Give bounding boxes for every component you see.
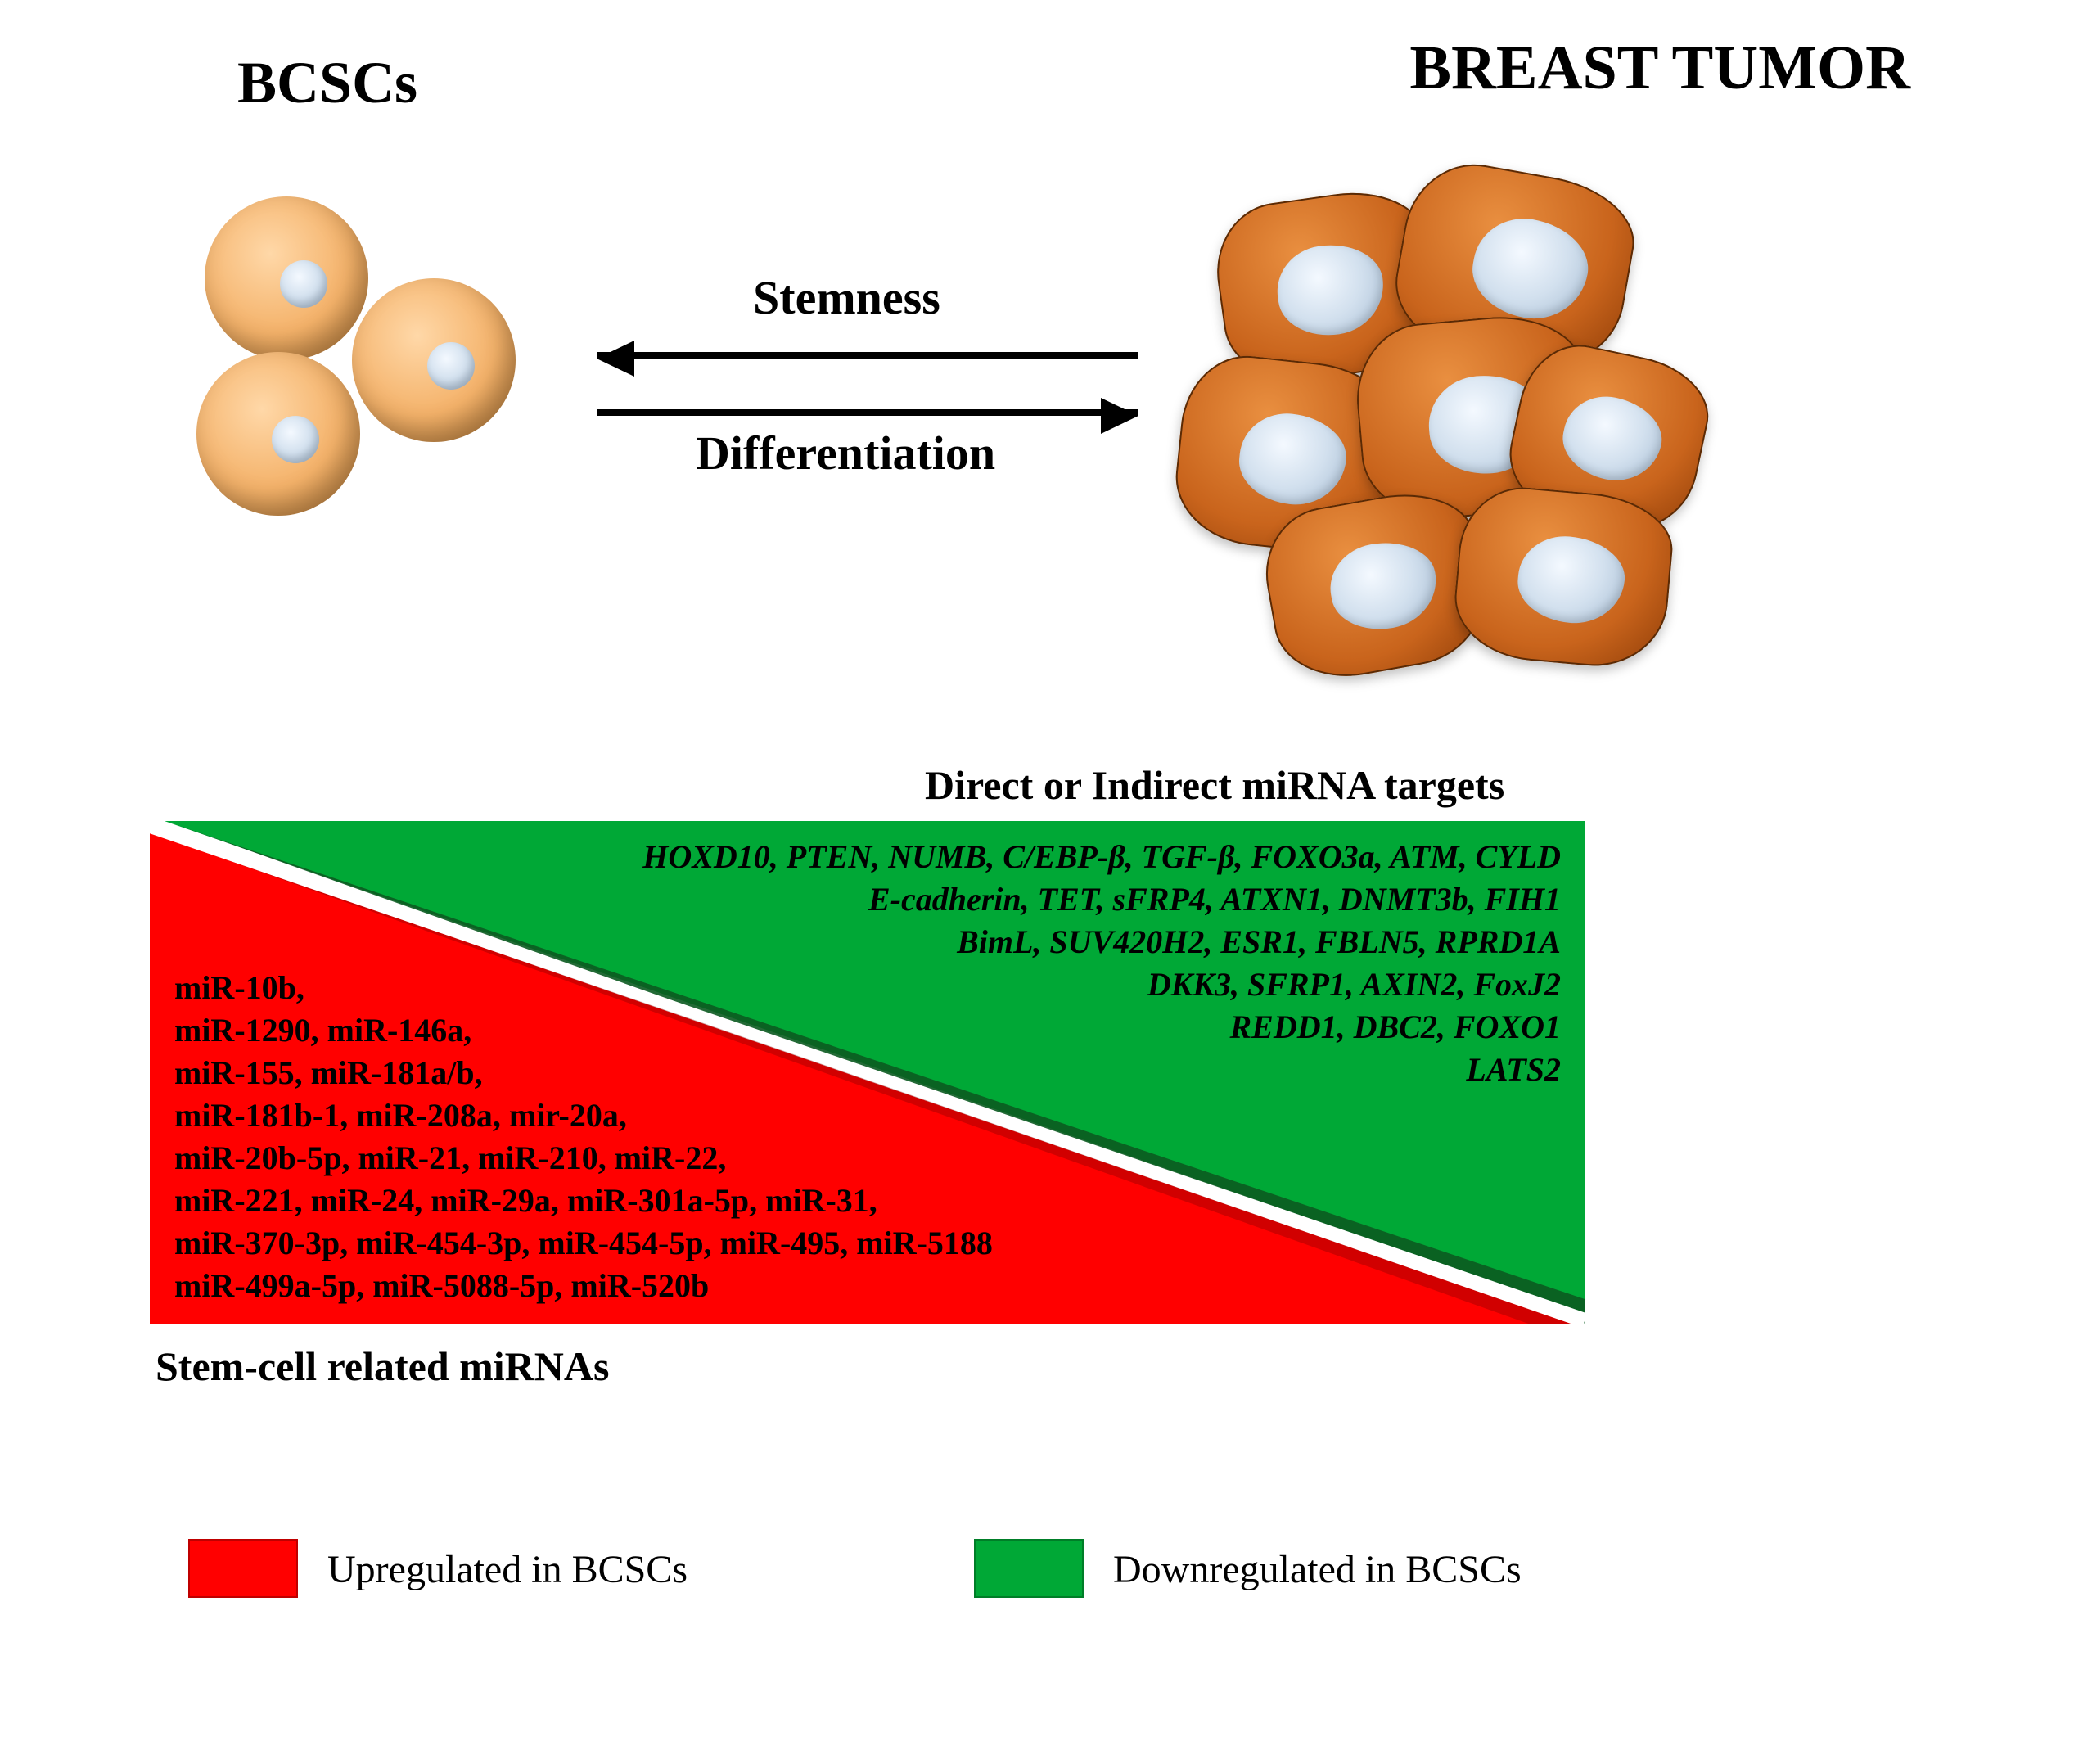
stem-cell: [352, 278, 516, 442]
stem-cell: [196, 352, 360, 516]
cell-nucleus: [427, 342, 475, 390]
legend-label-up: Upregulated in BCSCs: [327, 1547, 688, 1592]
stem-cell: [205, 196, 368, 360]
mirna-line: miR-221, miR-24, miR-29a, miR-301a-5p, m…: [174, 1180, 993, 1222]
process-differentiation-label: Differentiation: [696, 426, 995, 480]
mirna-line: miR-155, miR-181a/b,: [174, 1052, 993, 1094]
mirna-line: miR-181b-1, miR-208a, mir-20a,: [174, 1094, 993, 1137]
cell-nucleus: [1235, 409, 1350, 510]
legend-swatch-up: [188, 1539, 298, 1598]
cell-nucleus: [272, 416, 319, 463]
mirna-line: miR-10b,: [174, 967, 993, 1009]
target-line: BimL, SUV420H2, ESR1, FBLN5, RPRD1A: [642, 921, 1561, 963]
diagram-canvas: BCSCs BREAST TUMOR: [0, 0, 2074, 1764]
mirna-line: miR-370-3p, miR-454-3p, miR-454-5p, miR-…: [174, 1222, 993, 1265]
mirna-line: miR-1290, miR-146a,: [174, 1009, 993, 1052]
tumor-cell: [1450, 482, 1676, 672]
cell-nucleus: [1514, 532, 1628, 627]
legend-label-down: Downregulated in BCSCs: [1113, 1547, 1522, 1592]
label-direct-indirect-targets: Direct or Indirect miRNA targets: [925, 761, 1504, 809]
label-stem-cell-mirnas: Stem-cell related miRNAs: [156, 1342, 609, 1390]
red-mirnas-text: miR-10b, miR-1290, miR-146a, miR-155, mi…: [174, 967, 993, 1307]
mirna-line: miR-499a-5p, miR-5088-5p, miR-520b: [174, 1265, 993, 1307]
mirna-line: miR-20b-5p, miR-21, miR-210, miR-22,: [174, 1137, 993, 1180]
cell-nucleus: [1465, 210, 1595, 327]
cell-nucleus: [1272, 238, 1390, 342]
process-stemness-label: Stemness: [753, 270, 940, 325]
tumor-cluster: [1170, 147, 1694, 655]
legend-swatch-down: [974, 1539, 1084, 1598]
mirna-triangle-box: HOXD10, PTEN, NUMB, C/EBP-β, TGF-β, FOXO…: [147, 819, 1588, 1326]
cell-nucleus: [1323, 535, 1443, 638]
arrow-stemness: [597, 352, 1138, 359]
cell-nucleus: [1556, 389, 1669, 489]
arrow-differentiation: [597, 409, 1138, 416]
title-breast-tumor: BREAST TUMOR: [1409, 33, 1910, 104]
target-line: E-cadherin, TET, sFRP4, ATXN1, DNMT3b, F…: [642, 878, 1561, 921]
target-line: HOXD10, PTEN, NUMB, C/EBP-β, TGF-β, FOXO…: [642, 836, 1561, 878]
cell-nucleus: [280, 260, 327, 308]
title-bcscs: BCSCs: [237, 49, 417, 117]
